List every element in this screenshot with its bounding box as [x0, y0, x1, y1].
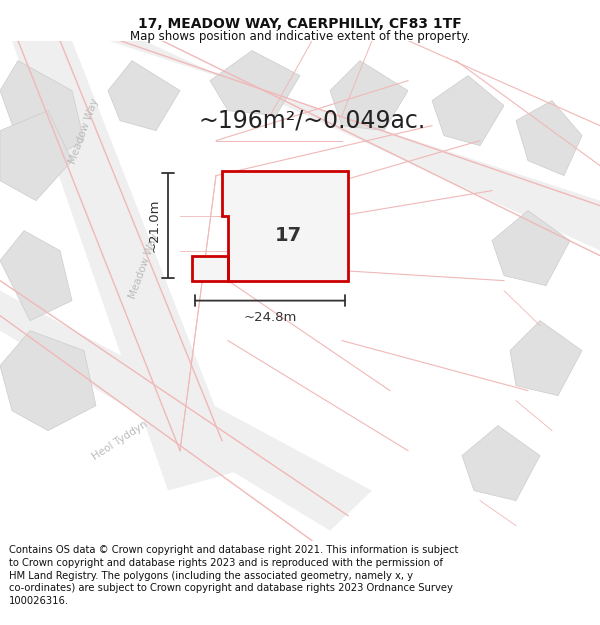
Text: Meadow Way: Meadow Way [128, 232, 160, 299]
Text: Meadow Way: Meadow Way [68, 97, 100, 164]
Polygon shape [192, 171, 348, 281]
Polygon shape [0, 291, 372, 531]
Polygon shape [516, 101, 582, 176]
Polygon shape [0, 61, 84, 161]
Text: Map shows position and indicative extent of the property.: Map shows position and indicative extent… [130, 30, 470, 43]
Polygon shape [0, 231, 72, 321]
Polygon shape [210, 51, 300, 116]
Polygon shape [492, 211, 570, 286]
Polygon shape [432, 76, 504, 146]
Polygon shape [510, 321, 582, 396]
Text: Contains OS data © Crown copyright and database right 2021. This information is : Contains OS data © Crown copyright and d… [9, 545, 458, 606]
Text: ~21.0m: ~21.0m [148, 199, 161, 252]
Polygon shape [108, 41, 600, 251]
Text: ~196m²/~0.049ac.: ~196m²/~0.049ac. [199, 109, 425, 132]
Polygon shape [462, 426, 540, 501]
Text: Heol Tyddyn: Heol Tyddyn [91, 419, 149, 462]
Polygon shape [0, 331, 96, 431]
Polygon shape [330, 61, 408, 131]
Polygon shape [0, 111, 72, 201]
Polygon shape [108, 61, 180, 131]
Text: 17, MEADOW WAY, CAERPHILLY, CF83 1TF: 17, MEADOW WAY, CAERPHILLY, CF83 1TF [138, 18, 462, 31]
Polygon shape [12, 41, 240, 491]
Text: 17: 17 [274, 226, 302, 245]
Text: ~24.8m: ~24.8m [244, 311, 296, 324]
